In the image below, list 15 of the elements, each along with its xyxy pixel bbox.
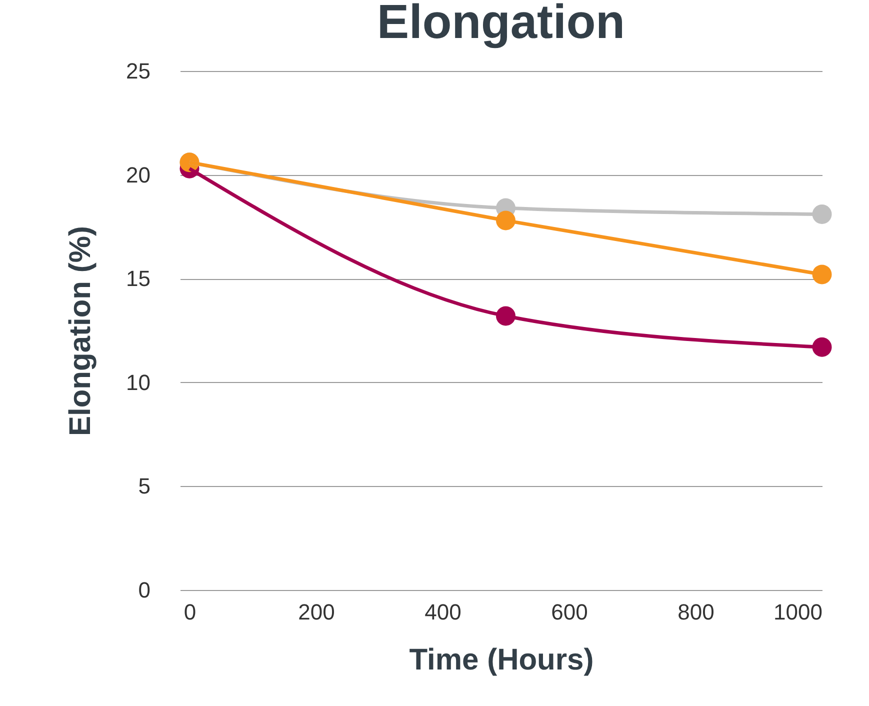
x-axis-title: Time (Hours) [409, 644, 594, 676]
x-tick-label: 0 [184, 600, 196, 624]
x-tick-label: 600 [551, 600, 588, 624]
x-tick-label: 1000 [774, 600, 822, 624]
x-tick-label: 400 [424, 600, 462, 624]
x-tick-label: 800 [678, 600, 714, 624]
y-tick-label: 0 [138, 578, 150, 602]
chart-title: Elongation [377, 0, 625, 49]
y-tick-label: 25 [126, 58, 150, 84]
y-tick-label: 15 [126, 266, 150, 292]
y-tick-label: 20 [126, 162, 150, 188]
x-tick-label: 200 [298, 600, 335, 624]
y-tick-label: 10 [126, 370, 150, 395]
y-tick-label: 5 [138, 474, 150, 499]
y-axis-title: Elongation (%) [64, 226, 98, 436]
